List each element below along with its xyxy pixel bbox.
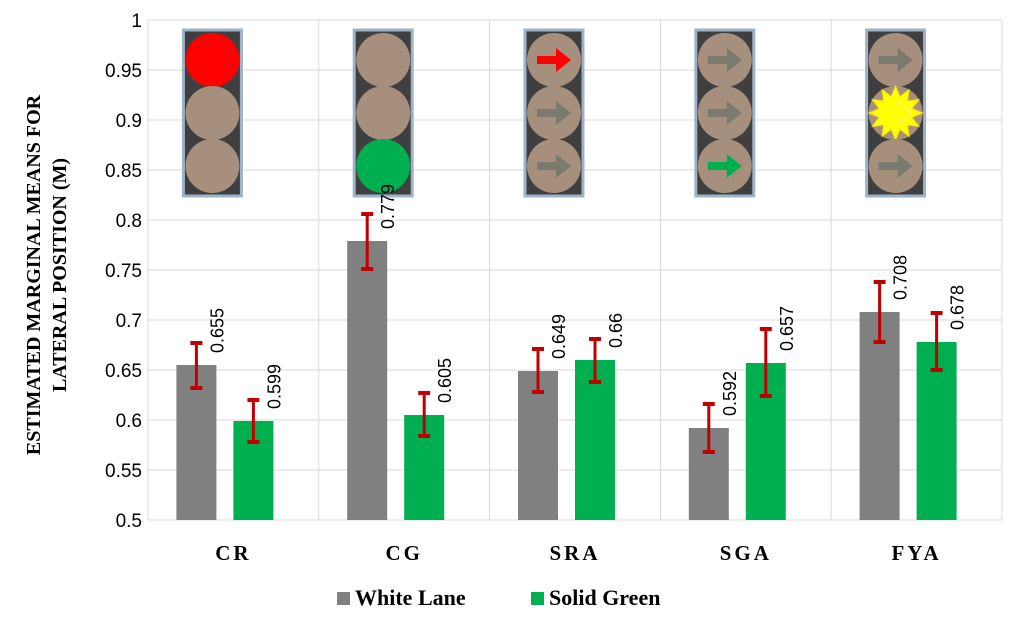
arrow-icon bbox=[878, 48, 913, 72]
category-label: SRA bbox=[549, 541, 600, 565]
legend-swatch-white-lane bbox=[337, 592, 350, 605]
y-tick-label: 0.85 bbox=[105, 161, 142, 182]
legend-label-solid-green: Solid Green bbox=[549, 585, 660, 610]
error-bars bbox=[190, 212, 943, 454]
value-label: 0.66 bbox=[606, 313, 626, 348]
value-labels: 0.655 0.779 0.649 0.592 0.708 0.599 0.605 0.66 0… bbox=[207, 184, 967, 416]
signal-lamp bbox=[185, 139, 240, 193]
traffic-signal-cr bbox=[181, 28, 243, 198]
y-tick-label: 0.7 bbox=[116, 311, 142, 332]
value-label: 0.592 bbox=[720, 371, 740, 416]
arrow-icon bbox=[707, 48, 742, 72]
signal-lamp bbox=[185, 33, 240, 87]
y-tick-label: 0.65 bbox=[105, 361, 142, 382]
value-label: 0.599 bbox=[264, 364, 284, 409]
value-label: 0.708 bbox=[891, 255, 911, 300]
signal-lamp bbox=[356, 86, 411, 140]
category-label: FYA bbox=[891, 541, 941, 565]
bar bbox=[859, 312, 900, 520]
y-axis-title-line-2: LATERAL POSITION (M) bbox=[49, 158, 71, 392]
signal-lamp bbox=[356, 139, 411, 193]
y-tick-label: 0.75 bbox=[105, 261, 142, 282]
traffic-signal-cg bbox=[352, 28, 414, 198]
gridlines bbox=[147, 19, 1003, 521]
legend: White Lane Solid Green bbox=[337, 585, 660, 610]
red-arrow-icon bbox=[537, 48, 571, 72]
y-axis-title: ESTIMATED MARGINAL MEANS FOR LATERAL POS… bbox=[23, 94, 71, 455]
bar bbox=[575, 360, 615, 520]
arrow-icon bbox=[878, 154, 913, 178]
value-label: 0.649 bbox=[549, 314, 569, 359]
signal-lamp bbox=[185, 86, 240, 140]
value-label: 0.657 bbox=[777, 306, 797, 351]
value-label: 0.678 bbox=[948, 285, 968, 330]
traffic-signal-sra bbox=[523, 28, 585, 198]
signal-lamp bbox=[356, 33, 411, 87]
traffic-signal-icons bbox=[181, 28, 927, 198]
category-label: CG bbox=[385, 541, 423, 565]
green-arrow-icon bbox=[707, 154, 742, 178]
bar bbox=[347, 241, 388, 520]
category-label: CR bbox=[215, 541, 251, 565]
y-axis-title-line-1: ESTIMATED MARGINAL MEANS FOR bbox=[23, 94, 45, 455]
value-label: 0.655 bbox=[207, 308, 227, 353]
arrow-icon bbox=[707, 101, 742, 125]
legend-label-white-lane: White Lane bbox=[355, 585, 466, 610]
y-tick-label: 0.8 bbox=[116, 211, 142, 232]
bars bbox=[176, 241, 957, 520]
value-label: 0.605 bbox=[435, 358, 455, 403]
traffic-signal-sga bbox=[694, 28, 756, 198]
category-label: SGA bbox=[720, 541, 772, 565]
yellow-arrow-icon bbox=[877, 101, 912, 125]
traffic-signal-fya bbox=[865, 28, 927, 198]
y-tick-label: 0.55 bbox=[105, 461, 142, 482]
arrow-icon bbox=[537, 154, 571, 178]
y-tick-label: 0.9 bbox=[116, 111, 142, 132]
y-tick-labels: 0.5 0.55 0.6 0.65 0.7 0.75 0.8 0.85 0.9 0.95 1 bbox=[105, 11, 142, 532]
y-tick-label: 0.5 bbox=[116, 511, 142, 532]
y-tick-label: 0.6 bbox=[116, 411, 142, 432]
bar bbox=[176, 365, 217, 520]
value-label: 0.779 bbox=[378, 184, 398, 229]
arrow-icon bbox=[537, 101, 571, 125]
y-tick-label: 0.95 bbox=[105, 61, 142, 82]
category-labels: CR CG SRA SGA FYA bbox=[215, 541, 941, 565]
legend-swatch-solid-green bbox=[531, 592, 544, 605]
bar bbox=[518, 371, 558, 520]
y-tick-label: 1 bbox=[131, 11, 142, 32]
